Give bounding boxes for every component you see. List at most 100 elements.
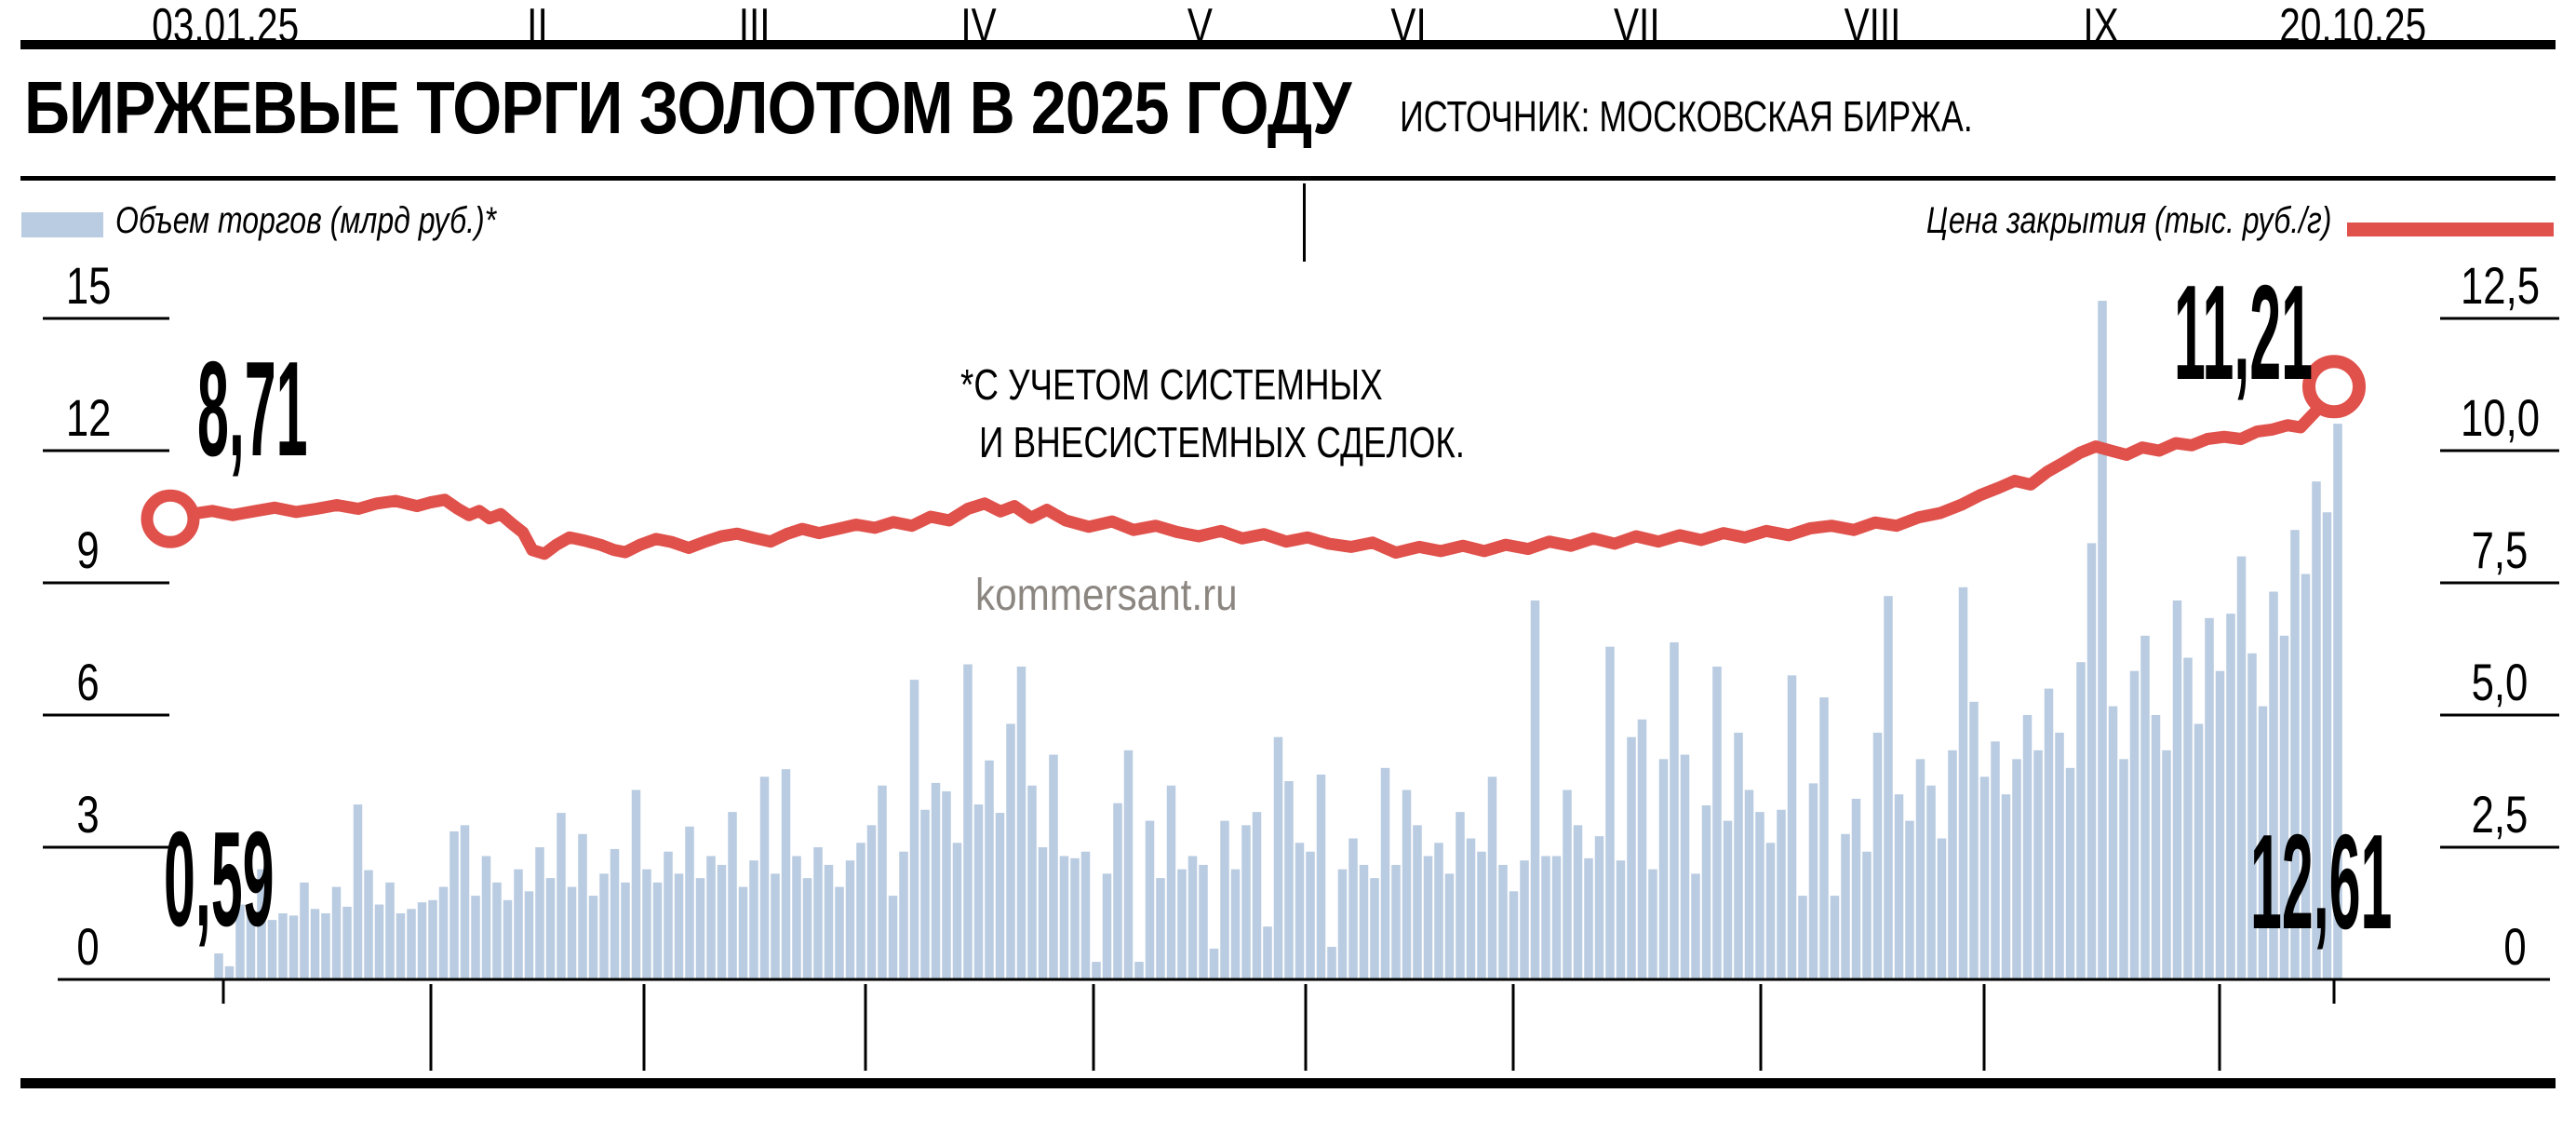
volume-bar [792,856,801,979]
volume-bar [2001,794,2011,979]
volume-bar [2215,670,2225,979]
volume-bar [1765,843,1776,979]
x-label-IV-text: IV [960,0,998,53]
x-axis-line [58,978,2550,981]
volume-bar [1306,851,1315,979]
volume-tick-0-text: 0 [76,917,101,976]
x-label-VIII: VIII [1761,0,1984,52]
bottom-rule [20,1078,2556,1088]
volume-bar [835,886,844,979]
volume-bar [578,833,587,979]
volume-bar [1134,962,1144,979]
x-label-V: V [1088,0,1311,52]
volume-bar [2172,600,2182,979]
volume-bar [2226,614,2235,979]
volume-tick-9: 9 [14,523,163,577]
x-axis-edge-tick [221,979,225,1004]
volume-bar [1434,843,1443,979]
volume-bar [1787,675,1797,979]
volume-bar [845,860,855,979]
price-tick-7,5: 7,5 [2425,523,2574,577]
volume-bar [1080,851,1091,979]
volume-bar [310,909,320,979]
volume-tick-3-text: 3 [76,785,101,844]
volume-bar [1894,794,1904,979]
volume-bar [1808,783,1818,979]
volume-bar [1220,820,1229,979]
volume-bar [246,911,256,979]
volume-bar [514,869,523,979]
price-tick-10,0-text: 10,0 [2460,388,2540,447]
month-separator [642,984,646,1071]
volume-bar [909,680,919,979]
volume-bar [1187,856,1198,979]
x-label-20.10.25: 20.10.25 [2241,0,2464,52]
source-label: ИСТОЧНИК: МОСКОВСКАЯ БИРЖА. [1400,92,1973,141]
volume-bar [557,813,566,979]
volume-bar [1316,774,1326,979]
volume-bar [1391,864,1401,979]
price-end-value: 11,21 [2174,257,2314,408]
volume-bar [364,870,373,979]
volume-bar [781,769,791,979]
volume-bar [2236,556,2247,979]
volume-bar [235,904,245,979]
volume-bar [2129,670,2140,979]
volume-bar [1691,873,1700,979]
volume-bar [1166,785,1176,979]
volume-bar [1637,719,1647,979]
volume-bar [492,882,502,979]
volume-bar [899,851,908,979]
volume-tick-15-text: 15 [65,256,112,315]
volume-bar [2333,424,2342,979]
volume-bar [1979,776,1990,979]
price-tick-0-text: 0 [2503,917,2528,976]
volume-bar [931,782,941,979]
volume-bar [1444,873,1455,979]
volume-bar [1177,869,1187,979]
volume-bar [866,825,877,979]
volume-bar [674,873,684,979]
volume-bar [1359,864,1369,979]
volume-bar [396,913,406,979]
volume-bar [2194,723,2204,979]
volume-bar [288,915,299,979]
x-label-IX: IX [1990,0,2213,52]
volume-bar [503,899,513,979]
volume-bar [664,851,673,979]
volume-tick-6-text: 6 [76,653,101,711]
volume-bar [1551,856,1562,979]
volume-bar [1616,860,1626,979]
volume-bar [342,906,352,979]
volume-bar [2012,759,2021,979]
volume-bar [438,886,449,979]
volume-bar [685,826,694,979]
volume-tick-12-text: 12 [65,388,112,447]
volume-bar [2151,715,2161,979]
volume-bar [1862,851,1872,979]
volume-bar [1413,825,1422,979]
price-end-marker [2302,355,2366,419]
volume-bar [1113,803,1122,979]
volume-bar [995,813,1005,979]
volume-tick-12: 12 [14,391,163,445]
volume-bar [802,878,812,979]
volume-bar [1520,860,1529,979]
volume-bar [1016,666,1026,979]
volume-bar [567,886,577,979]
price-grid-stub [2440,581,2559,585]
volume-bar [1541,856,1550,979]
volume-bar [224,965,235,979]
volume-bar [1199,864,1208,979]
x-label-IX-text: IX [2083,0,2120,53]
price-tick-12,5: 12,5 [2425,259,2574,313]
price-tick-5,0-text: 5,0 [2471,653,2529,711]
volume-bar [920,809,930,979]
volume-bar [1872,732,1883,979]
volume-bar [1958,587,1968,979]
volume-bar [588,896,598,979]
volume-bar [952,843,962,979]
volume-bar [524,891,534,979]
volume-bar [1092,962,1101,979]
